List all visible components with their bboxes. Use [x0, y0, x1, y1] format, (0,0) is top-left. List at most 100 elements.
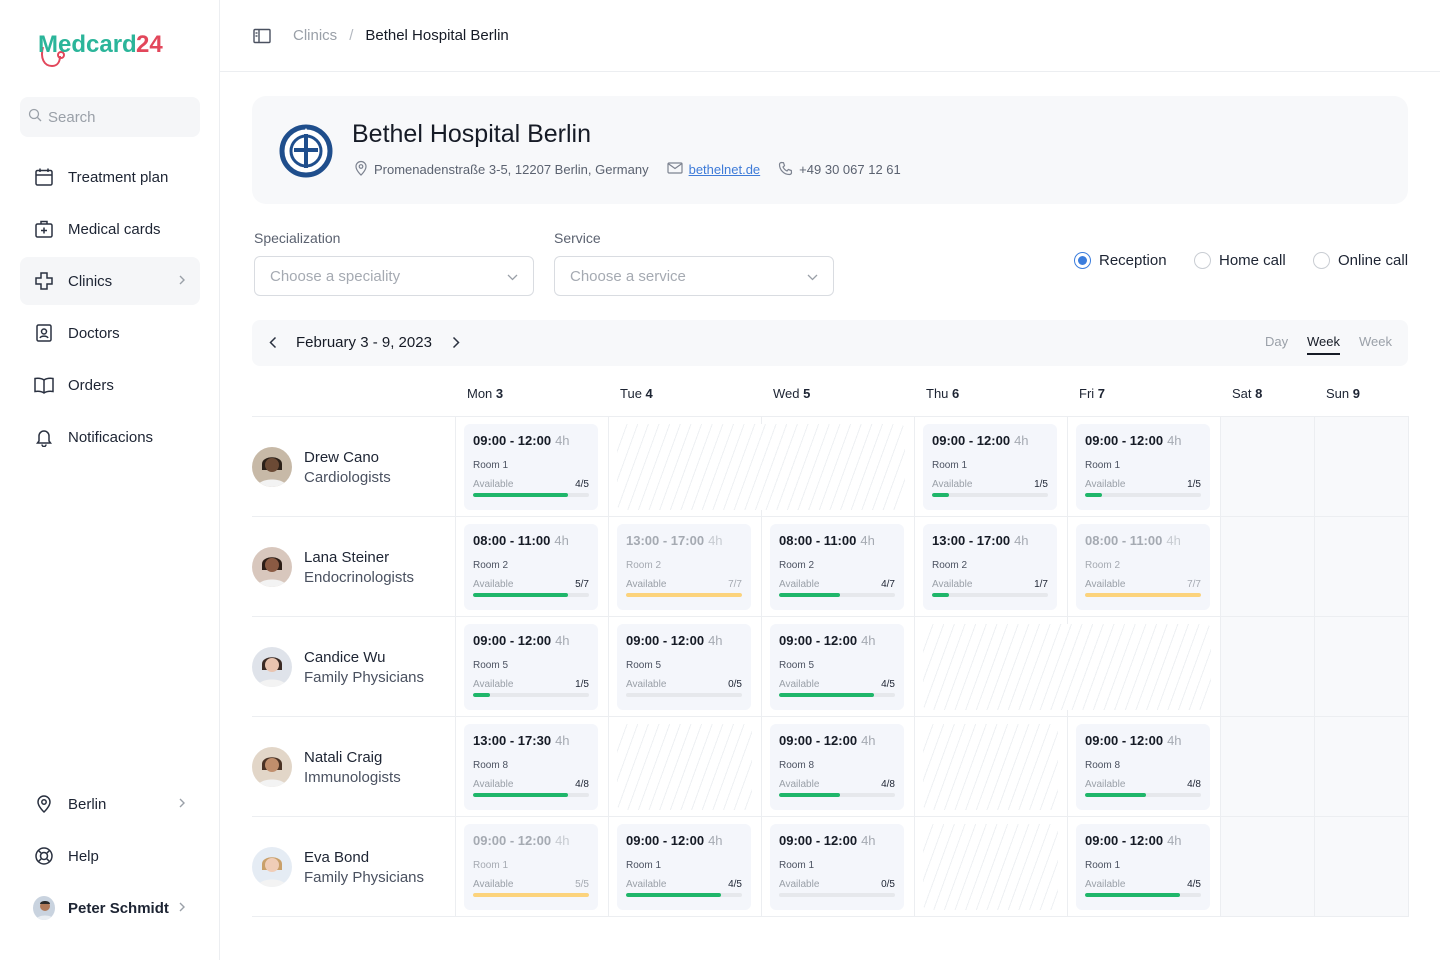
availability-label: Available	[1085, 879, 1126, 890]
doctor-info[interactable]: Natali Craig Immunologists	[252, 717, 455, 817]
slot-duration: 4h	[861, 833, 876, 848]
day-name: Mon	[467, 386, 496, 401]
sidebar-item-orders[interactable]: Orders	[20, 361, 200, 409]
slot-availability: Available 1/5	[932, 479, 1048, 490]
doctor-row: Candice Wu Family Physicians 09:00 - 12:00…	[252, 617, 1409, 717]
availability-progress-bar	[626, 893, 742, 897]
chevron-right-icon	[178, 273, 186, 290]
appointment-slot[interactable]: 08:00 - 11:00 4h Room 2 Available 5/7	[464, 524, 598, 610]
location-icon	[354, 160, 368, 179]
day-name: Sat	[1232, 386, 1256, 401]
doctor-specialty: Family Physicians	[304, 868, 425, 886]
progress-fill	[1085, 793, 1147, 797]
sidebar-item-medical-cards[interactable]: Medical cards	[20, 205, 200, 253]
sidebar-item-help[interactable]: Help	[20, 832, 200, 880]
doctor-info[interactable]: Lana Steiner Endocrinologists	[252, 517, 455, 617]
appointment-slot[interactable]: 09:00 - 12:00 4h Room 1 Available 1/5	[1076, 424, 1210, 510]
sidebar-toggle-icon[interactable]	[253, 28, 271, 44]
radio-unchecked-icon	[1313, 252, 1330, 269]
slot-duration: 4h	[708, 633, 723, 648]
progress-fill	[473, 793, 569, 797]
unavailable-slot	[923, 724, 1058, 810]
clinic-meta: Promenadenstraße 3-5, 12207 Berlin, Germ…	[354, 160, 919, 179]
appointment-slot[interactable]: 09:00 - 12:00 4h Room 5 Available 0/5	[617, 624, 751, 710]
slot-time: 09:00 - 12:00 4h	[473, 833, 570, 848]
appointment-slot[interactable]: 09:00 - 12:00 4h Room 8 Available 4/8	[1076, 724, 1210, 810]
service-select[interactable]: Choose a service	[554, 256, 834, 296]
doctor-info[interactable]: Drew Cano Cardiologists	[252, 417, 455, 517]
appointment-slot[interactable]: 09:00 - 12:00 4h Room 1 Available 4/5	[464, 424, 598, 510]
availability-label: Available	[473, 879, 514, 890]
doctor-specialty: Family Physicians	[304, 668, 425, 686]
radio-home-call[interactable]: Home call	[1194, 252, 1286, 269]
appointment-slot[interactable]: 13:00 - 17:30 4h Room 8 Available 4/8	[464, 724, 598, 810]
weekend-column	[1220, 417, 1314, 917]
slot-room: Room 2	[932, 560, 968, 571]
chevron-right-icon[interactable]	[452, 336, 460, 354]
progress-fill	[473, 493, 569, 497]
calendar-icon	[33, 166, 55, 188]
view-week-alt-button[interactable]: Week	[1359, 334, 1392, 349]
progress-fill	[1085, 493, 1103, 497]
appointment-slot[interactable]: 09:00 - 12:00 4h Room 8 Available 4/8	[770, 724, 904, 810]
appointment-slot[interactable]: 09:00 - 12:00 4h Room 1 Available 1/5	[923, 424, 1057, 510]
search-box[interactable]	[20, 97, 200, 137]
medical-case-icon	[33, 218, 55, 240]
availability-count: 4/8	[575, 779, 589, 790]
appointment-slot[interactable]: 08:00 - 11:00 4h Room 2 Available 7/7	[1076, 524, 1210, 610]
medcard24-logo[interactable]: Medcard 24	[36, 28, 186, 72]
appointment-slot[interactable]: 09:00 - 12:00 4h Room 5 Available 4/5	[770, 624, 904, 710]
cross-icon	[33, 270, 55, 292]
logo-text-part1: Medcard	[38, 31, 137, 58]
sidebar-item-treatment-plan[interactable]: Treatment plan	[20, 153, 200, 201]
sidebar-item-berlin[interactable]: Berlin	[20, 780, 200, 828]
availability-label: Available	[779, 679, 820, 690]
availability-progress-bar	[932, 493, 1048, 497]
slot-room: Room 2	[1085, 560, 1121, 571]
breadcrumb-clinics[interactable]: Clinics	[293, 27, 338, 44]
appointment-slot[interactable]: 09:00 - 12:00 4h Room 1 Available 4/5	[617, 824, 751, 910]
column-divider	[1220, 417, 1221, 917]
availability-count: 4/5	[881, 679, 895, 690]
slot-time: 09:00 - 12:00 4h	[779, 633, 876, 648]
slot-time: 09:00 - 12:00 4h	[1085, 833, 1182, 848]
sidebar-item-notifications[interactable]: Notificacions	[20, 413, 200, 461]
phone-icon	[778, 161, 793, 179]
slot-availability: Available 4/8	[1085, 779, 1201, 790]
availability-progress-bar	[1085, 893, 1201, 897]
radio-reception[interactable]: Reception	[1074, 252, 1167, 269]
clinic-website-link[interactable]: bethelnet.de	[688, 162, 761, 177]
availability-count: 1/5	[1187, 479, 1201, 490]
availability-progress-bar	[473, 493, 589, 497]
appointment-slot[interactable]: 09:00 - 12:00 4h Room 1 Available 5/5	[464, 824, 598, 910]
appointment-slot[interactable]: 13:00 - 17:00 4h Room 2 Available 7/7	[617, 524, 751, 610]
unavailable-slot	[923, 624, 1211, 710]
slot-duration: 4h	[1167, 733, 1182, 748]
doctor-info[interactable]: Candice Wu Family Physicians	[252, 617, 455, 717]
search-input[interactable]	[48, 108, 188, 126]
slot-availability: Available 1/5	[473, 679, 589, 690]
appointment-slot[interactable]: 13:00 - 17:00 4h Room 2 Available 1/7	[923, 524, 1057, 610]
view-day-button[interactable]: Day	[1265, 334, 1289, 349]
slot-time: 13:00 - 17:00 4h	[932, 533, 1029, 548]
view-week-button[interactable]: Week	[1307, 334, 1340, 355]
slot-room: Room 1	[1085, 860, 1121, 871]
appointment-slot[interactable]: 09:00 - 12:00 4h Room 5 Available 1/5	[464, 624, 598, 710]
chevron-down-icon	[507, 268, 518, 285]
specialization-label: Specialization	[254, 230, 341, 246]
doctor-avatar	[252, 847, 292, 887]
specialization-select[interactable]: Choose a speciality	[254, 256, 534, 296]
sidebar-item-doctors[interactable]: Doctors	[20, 309, 200, 357]
progress-fill	[473, 893, 589, 897]
doctor-avatar	[252, 447, 292, 487]
service-placeholder: Choose a service	[570, 267, 686, 285]
doctor-info[interactable]: Eva Bond Family Physicians	[252, 817, 455, 917]
chevron-left-icon[interactable]	[269, 336, 277, 354]
appointment-slot[interactable]: 09:00 - 12:00 4h Room 1 Available 0/5	[770, 824, 904, 910]
appointment-slot[interactable]: 08:00 - 11:00 4h Room 2 Available 4/7	[770, 524, 904, 610]
sidebar-item-clinics[interactable]: Clinics	[20, 257, 200, 305]
appointment-slot[interactable]: 09:00 - 12:00 4h Room 1 Available 4/5	[1076, 824, 1210, 910]
sidebar-item-profile[interactable]: Peter Schmidt	[20, 884, 200, 932]
radio-online-call[interactable]: Online call	[1313, 252, 1408, 269]
slot-duration: 4h	[1166, 533, 1181, 548]
